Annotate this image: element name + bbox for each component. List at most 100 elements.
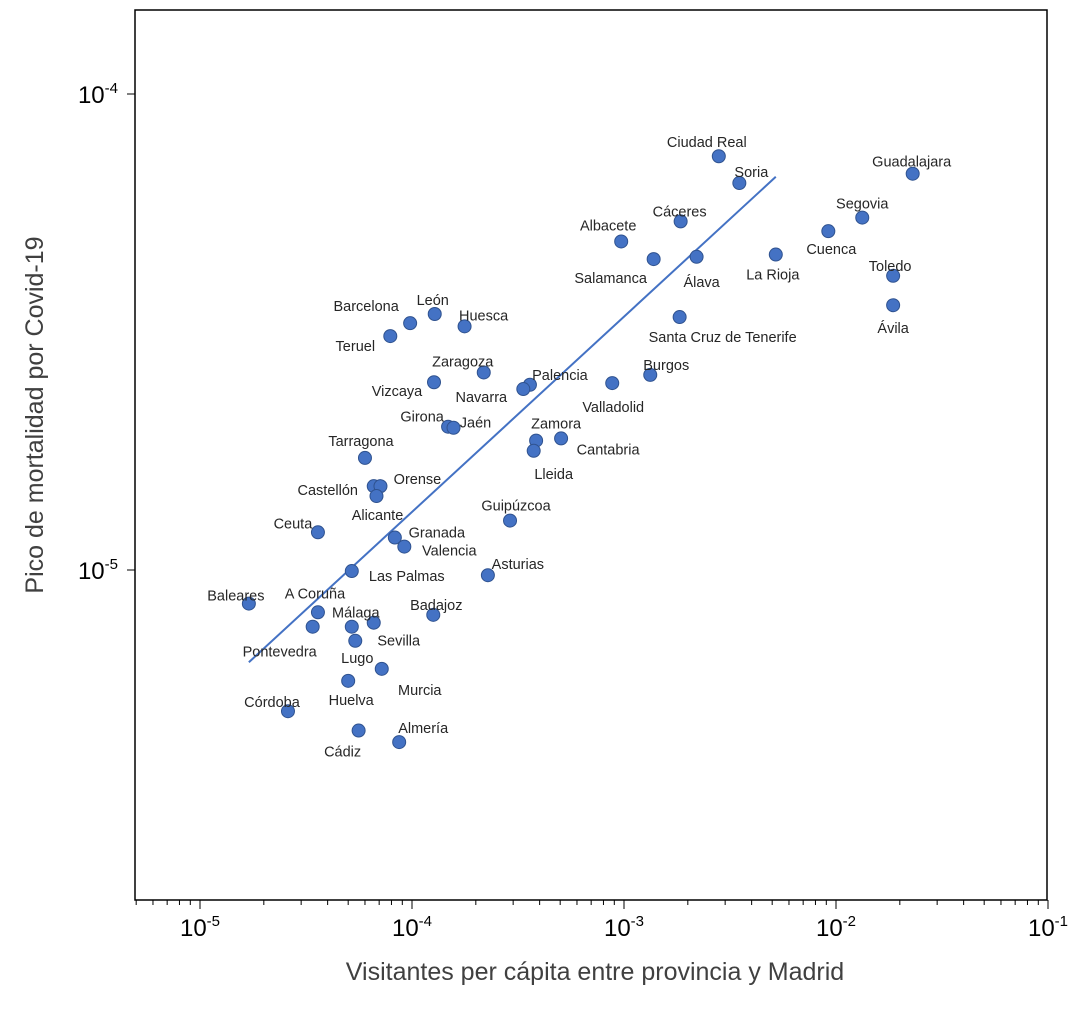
label-cadiz: Cádiz xyxy=(324,745,361,761)
label-leon: León xyxy=(417,293,449,309)
label-ceuta: Ceuta xyxy=(274,516,314,532)
point-valladolid xyxy=(605,376,620,391)
point-cantabria xyxy=(554,431,569,446)
label-castellon: Castellón xyxy=(298,483,358,499)
label-palencia: Palencia xyxy=(532,368,589,384)
point-lugo xyxy=(348,633,363,648)
label-zamora: Zamora xyxy=(531,417,582,433)
label-vizcaya: Vizcaya xyxy=(372,384,423,400)
label-huelva: Huelva xyxy=(329,693,375,709)
label-tarragona: Tarragona xyxy=(328,434,394,450)
label-alava: Álava xyxy=(683,274,720,291)
point-leon xyxy=(427,306,442,321)
label-caceres: Cáceres xyxy=(653,204,707,220)
label-cordoba: Córdoba xyxy=(244,695,301,711)
label-baleares: Baleares xyxy=(207,589,264,605)
point-guadalajara xyxy=(905,166,920,181)
label-huesca: Huesca xyxy=(459,308,509,324)
label-malaga: Málaga xyxy=(332,606,380,622)
trend-line xyxy=(248,176,777,663)
point-vizcaya xyxy=(427,375,442,390)
point-asturias xyxy=(480,568,495,583)
point-salamanca xyxy=(646,252,661,267)
point-sevilla xyxy=(366,615,381,630)
label-a-coruna: A Coruña xyxy=(285,586,346,602)
point-a-coruna xyxy=(310,605,325,620)
label-segovia: Segovia xyxy=(836,197,889,213)
label-albacete: Albacete xyxy=(580,218,636,234)
point-pontevedra xyxy=(305,619,320,634)
point-burgos xyxy=(643,367,658,382)
label-barcelona: Barcelona xyxy=(333,299,399,315)
label-la-rioja: La Rioja xyxy=(746,268,800,284)
y-axis-ticks: 10-5 10-4 xyxy=(78,80,135,585)
point-murcia xyxy=(374,661,389,676)
label-zaragoza: Zaragoza xyxy=(432,354,494,370)
x-tick-label: 10-2 xyxy=(816,913,856,942)
label-lleida: Lleida xyxy=(534,467,574,483)
point-teruel xyxy=(383,329,398,344)
label-almeria: Almería xyxy=(398,721,449,737)
label-soria: Soria xyxy=(734,165,769,181)
label-toledo: Toledo xyxy=(869,259,912,275)
y-tick-label: 10-4 xyxy=(78,80,118,109)
label-navarra: Navarra xyxy=(456,390,509,406)
point-jaen xyxy=(446,420,461,435)
x-tick-label: 10-1 xyxy=(1028,913,1068,942)
label-cantabria: Cantabria xyxy=(577,442,641,458)
point-cadiz xyxy=(351,723,366,738)
point-lleida xyxy=(526,443,541,458)
label-teruel: Teruel xyxy=(336,339,376,355)
label-alicante: Alicante xyxy=(352,508,404,524)
data-points xyxy=(241,149,920,750)
label-valladolid: Valladolid xyxy=(582,400,644,416)
point-alicante xyxy=(369,489,384,504)
point-segovia xyxy=(855,210,870,225)
x-axis-title: Visitantes per cápita entre provincia y … xyxy=(346,958,844,986)
point-valencia xyxy=(397,539,412,554)
point-alava xyxy=(689,249,704,264)
x-axis-ticks: 10-5 10-4 10-3 10-2 10-1 xyxy=(135,900,1068,942)
label-las-palmas: Las Palmas xyxy=(369,569,445,585)
label-asturias: Asturias xyxy=(492,557,544,573)
label-valencia: Valencia xyxy=(422,544,477,560)
label-badajoz: Badajoz xyxy=(410,598,462,614)
label-murcia: Murcia xyxy=(398,683,442,699)
point-huesca xyxy=(457,319,472,334)
plot-area-frame xyxy=(134,9,1048,901)
label-avila: Ávila xyxy=(877,320,909,337)
label-salamanca: Salamanca xyxy=(574,271,647,287)
point-malaga xyxy=(344,619,359,634)
label-santa-cruz-de-tenerife: Santa Cruz de Tenerife xyxy=(649,330,797,346)
point-tarragona xyxy=(357,450,372,465)
point-barcelona xyxy=(403,316,418,331)
label-burgos: Burgos xyxy=(643,358,689,374)
x-tick-label: 10-4 xyxy=(392,913,432,942)
x-tick-label: 10-3 xyxy=(604,913,644,942)
point-almeria xyxy=(392,735,407,750)
point-granada xyxy=(387,530,402,545)
point-caceres xyxy=(673,214,688,229)
label-granada: Granada xyxy=(409,526,466,542)
label-jaen: Jaén xyxy=(460,416,491,432)
point-guipuzcoa xyxy=(503,513,518,528)
point-santa-cruz-de-tenerife xyxy=(672,310,687,325)
point-baleares xyxy=(241,596,256,611)
point-navarra xyxy=(516,382,531,397)
point-albacete xyxy=(614,234,629,249)
point-cordoba xyxy=(280,704,295,719)
point-zaragoza xyxy=(476,365,491,380)
label-pontevedra: Pontevedra xyxy=(243,645,318,661)
label-orense: Orense xyxy=(394,472,442,488)
label-cuenca: Cuenca xyxy=(806,242,857,258)
point-huelva xyxy=(341,673,356,688)
point-soria xyxy=(732,176,747,191)
point-avila xyxy=(886,298,901,313)
x-tick-label: 10-5 xyxy=(180,913,220,942)
point-badajoz xyxy=(426,607,441,622)
label-sevilla: Sevilla xyxy=(377,634,421,650)
label-guipuzcoa: Guipúzcoa xyxy=(481,499,551,515)
data-point-labels: Ciudad Real Soria Guadalajara Cáceres Segovi… xyxy=(207,135,952,760)
label-girona: Girona xyxy=(400,410,444,426)
point-las-palmas xyxy=(344,564,359,579)
